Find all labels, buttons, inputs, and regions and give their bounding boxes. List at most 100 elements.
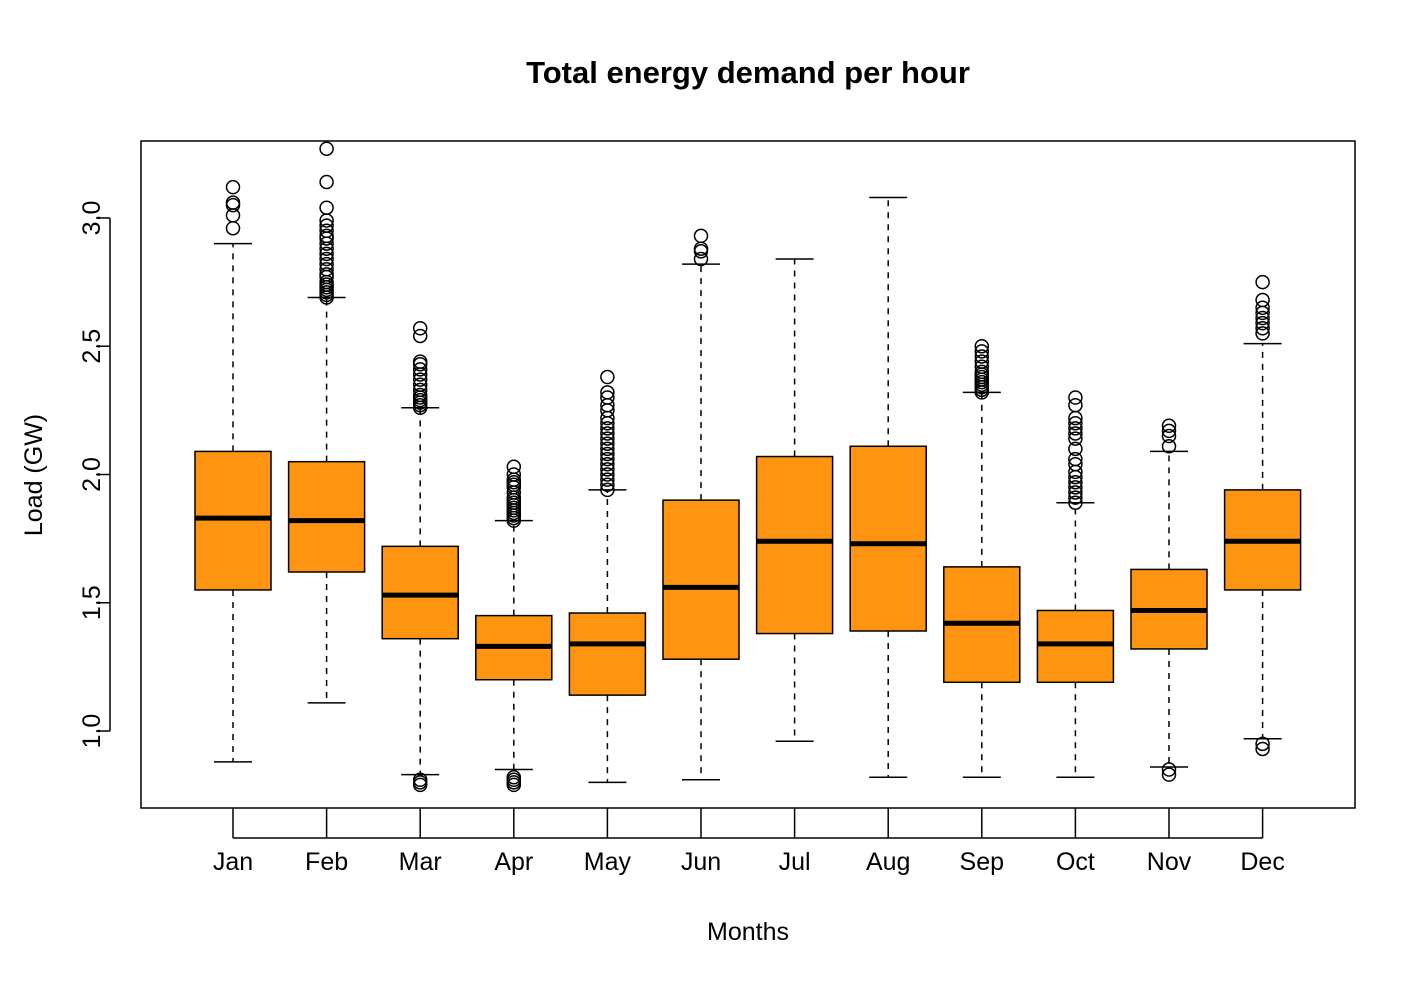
y-tick-label: 1.0 xyxy=(78,714,106,749)
outlier-point xyxy=(319,246,334,262)
iqr-box xyxy=(568,612,647,696)
outlier-point xyxy=(1255,292,1270,308)
outlier-point xyxy=(412,354,428,369)
outlier-point xyxy=(319,228,334,244)
outlier-point xyxy=(1255,274,1270,290)
outlier-point xyxy=(693,228,709,244)
outlier-point xyxy=(1255,321,1270,336)
x-tick-label: Jul xyxy=(779,848,811,876)
outlier-point xyxy=(319,141,334,156)
y-tick-label: 2.5 xyxy=(78,329,106,364)
outlier-point xyxy=(600,390,615,405)
box-jan xyxy=(194,179,272,763)
outlier-point xyxy=(600,426,615,441)
iqr-box xyxy=(849,445,927,632)
outlier-point xyxy=(600,462,615,477)
chart-title: Total energy demand per hour xyxy=(526,55,970,90)
outlier-point xyxy=(1068,421,1083,436)
outlier-point xyxy=(1161,767,1177,782)
outlier-point xyxy=(974,364,990,380)
x-tick-label: Oct xyxy=(1056,848,1095,876)
x-tick-label: Aug xyxy=(866,848,910,876)
box-mar xyxy=(381,321,459,793)
box-may xyxy=(568,369,647,784)
outlier-point xyxy=(506,467,522,482)
outlier-point xyxy=(693,251,709,267)
outlier-point xyxy=(974,349,990,364)
box-sep xyxy=(943,338,1021,778)
outlier-point xyxy=(319,256,334,272)
outlier-point xyxy=(319,200,334,215)
outlier-point xyxy=(1068,480,1083,495)
outlier-point xyxy=(319,223,334,239)
x-axis-label: Months xyxy=(707,918,789,946)
outlier-point xyxy=(1068,451,1083,467)
outlier-point xyxy=(1068,495,1083,510)
outlier-point xyxy=(600,477,615,493)
outlier-point xyxy=(600,482,615,498)
y-tick-label: 1.5 xyxy=(78,585,106,620)
outlier-point xyxy=(319,174,334,190)
outlier-point xyxy=(225,208,241,223)
outlier-point xyxy=(412,321,428,336)
box-oct xyxy=(1036,390,1115,778)
outlier-point xyxy=(1255,326,1270,341)
box-jun xyxy=(662,228,740,781)
outlier-point xyxy=(412,362,428,377)
outlier-point xyxy=(319,262,334,277)
iqr-box xyxy=(194,450,272,591)
x-tick-label: Dec xyxy=(1240,848,1284,876)
outlier-point xyxy=(1255,310,1270,326)
x-tick-label: Mar xyxy=(399,848,442,876)
outlier-point xyxy=(412,772,428,788)
outlier-point xyxy=(412,377,428,392)
box-apr xyxy=(475,459,553,793)
outlier-point xyxy=(412,387,428,403)
outlier-point xyxy=(974,359,990,375)
y-axis: 1.0 1.5 2.0 2.5 3.0 xyxy=(78,201,111,749)
iqr-box xyxy=(755,455,834,635)
x-tick-label: Nov xyxy=(1147,848,1192,876)
outlier-point xyxy=(1255,300,1270,315)
outlier-point xyxy=(600,369,615,385)
iqr-box xyxy=(287,460,366,573)
outlier-point xyxy=(1068,397,1083,413)
x-tick-label: Jan xyxy=(213,848,253,876)
outlier-point xyxy=(600,441,615,457)
outlier-point xyxy=(1068,426,1083,441)
x-tick-label: Jun xyxy=(681,848,721,876)
outlier-point xyxy=(974,354,990,369)
outlier-point xyxy=(412,328,428,344)
outlier-point xyxy=(600,385,615,400)
y-axis-label: Load (GW) xyxy=(20,414,48,536)
box-aug xyxy=(849,196,927,778)
outlier-point xyxy=(1255,315,1270,331)
outlier-point xyxy=(1068,485,1083,500)
outlier-point xyxy=(1161,762,1177,777)
outlier-point xyxy=(600,451,615,467)
outlier-point xyxy=(600,446,615,462)
outlier-point xyxy=(319,218,334,233)
box-feb xyxy=(287,141,366,704)
outlier-point xyxy=(600,421,615,436)
outlier-point xyxy=(1068,441,1083,457)
outlier-point xyxy=(412,372,428,387)
outlier-point xyxy=(1068,490,1083,505)
outlier-point xyxy=(1161,418,1177,434)
outlier-point xyxy=(600,467,615,482)
boxes-layer xyxy=(194,141,1302,793)
outlier-point xyxy=(1161,428,1177,444)
y-tick-label: 2.0 xyxy=(78,457,106,492)
outlier-point xyxy=(1255,741,1270,757)
outlier-point xyxy=(1068,415,1083,431)
x-tick-label: Feb xyxy=(305,848,348,876)
outlier-point xyxy=(1161,439,1177,454)
outlier-point xyxy=(412,382,428,398)
outlier-point xyxy=(600,431,615,446)
outlier-point xyxy=(1068,431,1083,446)
outlier-point xyxy=(225,179,241,195)
x-axis: Jan Feb Mar Apr May Jun Jul Aug Sep Oct Nov Dec xyxy=(213,808,1285,876)
outlier-point xyxy=(319,267,334,282)
outlier-point xyxy=(1255,736,1270,752)
